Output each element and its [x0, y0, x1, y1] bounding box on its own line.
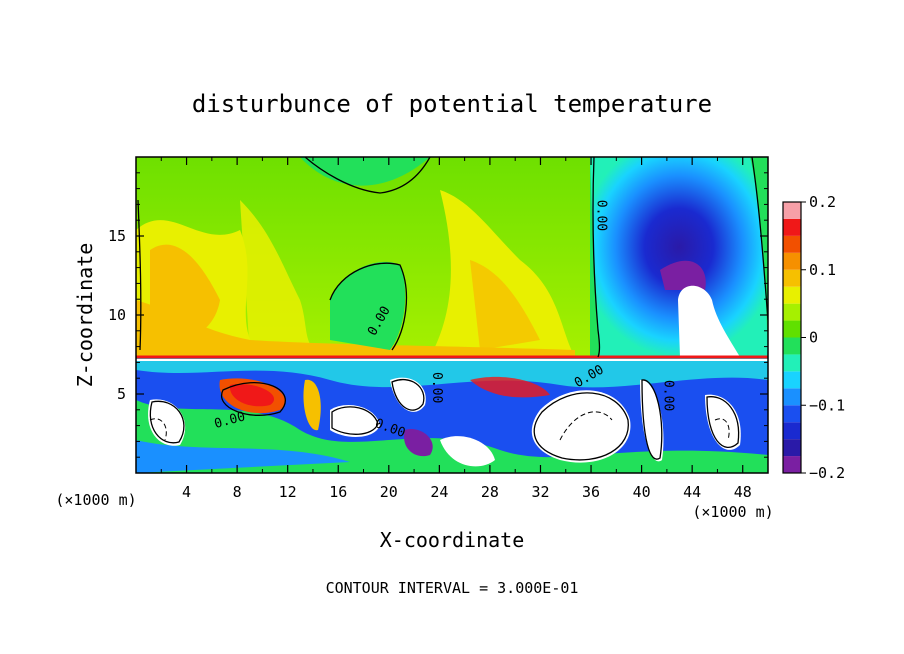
colorbar-swatch: [783, 235, 801, 253]
y-tick-label: 15: [108, 227, 126, 245]
x-tick-label: 28: [481, 483, 499, 501]
colorbar-swatch: [783, 354, 801, 372]
x-tick-label: 40: [633, 483, 651, 501]
x-tick-label: 24: [430, 483, 448, 501]
colorbar-tick-label: −0.2: [809, 464, 845, 482]
colorbar: 0.2 0.1 0 −0.1 −0.2: [782, 193, 845, 482]
y-axis-label: Z-coordinate: [73, 243, 97, 388]
colorbar-swatch: [783, 269, 801, 287]
colorbar-swatch: [783, 371, 801, 389]
colorbar-swatch: [783, 388, 801, 406]
colorbar-swatch: [783, 218, 801, 236]
contour-label: 0.00: [429, 372, 444, 403]
y-tick-label: 5: [117, 385, 126, 403]
contour-label: 0.00: [660, 380, 675, 411]
colorbar-swatch: [783, 320, 801, 338]
y-axis: 5 10 15: [108, 172, 768, 458]
colorbar-swatch: [783, 405, 801, 423]
contour-interval-note: CONTOUR INTERVAL = 3.000E-01: [326, 579, 579, 597]
colorbar-swatch: [783, 303, 801, 321]
x-tick-label: 32: [531, 483, 549, 501]
x-tick-label: 12: [279, 483, 297, 501]
colorbar-swatch: [783, 439, 801, 457]
colorbar-swatch: [783, 337, 801, 355]
y-tick-label: 10: [108, 306, 126, 324]
colorbar-swatch: [783, 202, 801, 219]
colorbar-tick-label: 0.1: [809, 261, 836, 279]
colorbar-swatch: [783, 456, 801, 473]
x-unit-right: (×1000 m): [692, 503, 773, 521]
x-tick-label: 20: [380, 483, 398, 501]
x-tick-label: 48: [734, 483, 752, 501]
colorbar-tick-label: −0.1: [809, 396, 845, 414]
x-unit-left: (×1000 m): [55, 491, 136, 509]
x-tick-label: 16: [329, 483, 347, 501]
contour-label: 0.00: [593, 200, 608, 231]
x-tick-label: 4: [182, 483, 191, 501]
chart-title: disturbunce of potential temperature: [192, 90, 712, 118]
x-axis: 4 8 12 16 20 24 28 32 36 40 44 48: [160, 157, 752, 501]
colorbar-swatch: [783, 422, 801, 440]
colorbar-swatch: [783, 252, 801, 270]
x-tick-label: 36: [582, 483, 600, 501]
x-axis-label: X-coordinate: [380, 528, 525, 552]
x-tick-label: 8: [233, 483, 242, 501]
colorbar-tick-label: 0: [809, 329, 818, 347]
colorbar-tick-label: 0.2: [809, 193, 836, 211]
heatmap-field: [136, 157, 768, 473]
colorbar-swatch: [783, 286, 801, 304]
x-tick-label: 44: [683, 483, 701, 501]
